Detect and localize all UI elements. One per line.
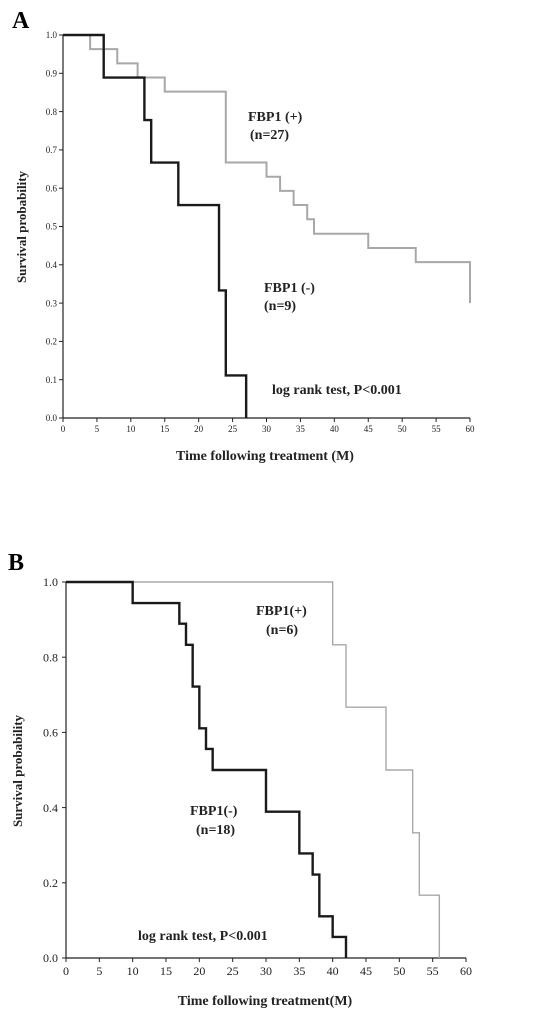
panel-b-x-tick-label: 40 bbox=[327, 964, 339, 978]
panel-a-y-tick-label: 0.5 bbox=[46, 222, 58, 232]
panel-b-series-minus-n: (n=18) bbox=[196, 823, 235, 838]
panel-b-y-tick-label: 0.2 bbox=[43, 876, 58, 890]
panel-a-y-tick-label: 0.1 bbox=[46, 375, 57, 385]
panel-b-x-tick-label: 5 bbox=[96, 964, 102, 978]
panel-b-axes: 0 5 10 15 20 25 30 35 40 45 50 55 60 0.0 0.2 0.4 0.6 0.8 1… bbox=[43, 575, 472, 978]
panel-a-x-tick-label: 60 bbox=[466, 424, 476, 434]
panel-a-y-tick-label: 0.2 bbox=[46, 337, 57, 347]
panel-a-series-plus-label: FBP1 (+) bbox=[248, 110, 303, 125]
panel-a: A 0 5 10 15 20 25 30 35 40 45 50 55 60 0.0 0.1 0.2 0.3 0.… bbox=[12, 8, 475, 464]
panel-b-series-minus-label: FBP1(-) bbox=[190, 804, 238, 819]
panel-a-x-tick-label: 25 bbox=[228, 424, 238, 434]
panel-b-x-tick-label: 55 bbox=[427, 964, 439, 978]
panel-b-x-tick-label: 50 bbox=[393, 964, 405, 978]
panel-b-letter: B bbox=[8, 550, 24, 576]
panel-b-x-tick-label: 30 bbox=[260, 964, 272, 978]
panel-a-y-tick-label: 0.4 bbox=[46, 260, 58, 270]
panel-b-series-plus-n: (n=6) bbox=[266, 623, 298, 638]
panel-a-x-tick-label: 55 bbox=[432, 424, 442, 434]
panel-b-y-tick-label: 0.0 bbox=[43, 951, 58, 965]
panel-a-x-tick-label: 15 bbox=[160, 424, 170, 434]
panel-b-log-rank-annotation: log rank test, P<0.001 bbox=[138, 929, 268, 944]
panel-a-x-tick-label: 35 bbox=[296, 424, 306, 434]
panel-b-curves bbox=[66, 580, 441, 958]
panel-b-x-tick-label: 20 bbox=[193, 964, 205, 978]
panel-a-x-tick-label: 30 bbox=[262, 424, 272, 434]
panel-a-x-tick-label: 40 bbox=[330, 424, 340, 434]
panel-a-x-tick-label: 0 bbox=[61, 424, 66, 434]
panel-b-survival-curve-fbp1-negative bbox=[66, 580, 348, 958]
panel-a-x-tick-label: 10 bbox=[126, 424, 136, 434]
panel-a-axes: 0 5 10 15 20 25 30 35 40 45 50 55 60 0.0 0.1 0.2 0.3 0.4 0… bbox=[46, 30, 475, 434]
panel-a-x-tick-label: 50 bbox=[398, 424, 408, 434]
panel-b-y-tick-label: 0.4 bbox=[43, 801, 58, 815]
panel-a-y-tick-label: 0.7 bbox=[46, 145, 58, 155]
panel-b-x-tick-label: 0 bbox=[63, 964, 69, 978]
panel-b-x-tick-label: 25 bbox=[227, 964, 239, 978]
panel-a-y-tick-label: 0.6 bbox=[46, 183, 58, 193]
panel-a-series-minus-label: FBP1 (-) bbox=[264, 281, 315, 296]
panel-a-y-tick-label: 0.9 bbox=[46, 68, 58, 78]
panel-b-y-tick-label: 0.6 bbox=[43, 726, 58, 740]
panel-a-survival-curve-fbp1-positive bbox=[63, 34, 471, 304]
panel-a-x-axis-title: Time following treatment (M) bbox=[176, 449, 354, 464]
panel-a-survival-curve-fbp1-negative bbox=[63, 33, 248, 418]
panel-b-series-plus-label: FBP1(+) bbox=[256, 604, 307, 619]
panel-a-y-tick-label: 1.0 bbox=[46, 30, 58, 40]
panel-a-x-tick-label: 20 bbox=[194, 424, 204, 434]
panel-b-y-tick-label: 1.0 bbox=[43, 575, 58, 589]
panel-b-x-axis-title: Time following treatment(M) bbox=[178, 994, 353, 1009]
panel-a-y-tick-label: 0.3 bbox=[46, 298, 58, 308]
panel-a-series-plus-n: (n=27) bbox=[250, 128, 289, 143]
panel-b-survival-curve-fbp1-positive bbox=[66, 581, 441, 958]
panel-b-x-tick-label: 10 bbox=[127, 964, 139, 978]
panel-b-y-axis-title: Survival probability bbox=[10, 714, 25, 827]
panel-b: B 0 5 10 15 20 25 30 35 40 45 50 55 60 0.0 0.2 0.4 0.6 0.… bbox=[8, 550, 472, 1009]
panel-b-y-tick-label: 0.8 bbox=[43, 650, 58, 664]
panel-b-x-tick-label: 45 bbox=[360, 964, 372, 978]
panel-a-y-tick-label: 0.0 bbox=[46, 413, 58, 423]
panel-a-series-minus-n: (n=9) bbox=[264, 299, 296, 314]
panel-a-y-tick-label: 0.8 bbox=[46, 107, 58, 117]
panel-b-x-tick-label: 35 bbox=[293, 964, 305, 978]
panel-a-x-tick-label: 45 bbox=[364, 424, 374, 434]
panel-a-log-rank-annotation: log rank test, P<0.001 bbox=[272, 383, 402, 398]
panel-b-x-tick-label: 60 bbox=[460, 964, 472, 978]
panel-a-x-tick-label: 5 bbox=[95, 424, 100, 434]
panel-a-curves bbox=[63, 33, 471, 418]
panel-a-y-axis-title: Survival probability bbox=[14, 170, 29, 283]
panel-b-x-tick-label: 15 bbox=[160, 964, 172, 978]
panel-a-letter: A bbox=[12, 8, 30, 34]
